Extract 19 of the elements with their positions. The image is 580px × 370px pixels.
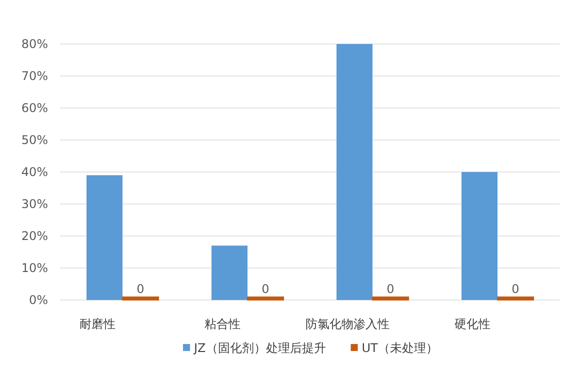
data-label: 0 (386, 282, 394, 296)
y-tick-label: 20% (21, 229, 48, 243)
x-tick-label: 防氯化物渗入性 (306, 317, 390, 331)
x-tick-label: 粘合性 (204, 317, 240, 331)
data-label: 0 (136, 282, 144, 296)
x-tick-label: 耐磨性 (80, 317, 116, 331)
y-tick-label: 10% (21, 261, 48, 275)
legend-label: JZ（固化剂）处理后提升 (193, 341, 326, 355)
y-tick-label: 80% (21, 37, 48, 51)
y-tick-label: 60% (21, 101, 48, 115)
y-tick-label: 70% (21, 69, 48, 83)
y-tick-label: 0% (28, 293, 48, 307)
data-label: 0 (512, 282, 520, 296)
x-tick-label: 硬化性 (454, 317, 490, 331)
y-tick-label: 40% (21, 165, 48, 179)
y-tick-label: 50% (21, 133, 48, 147)
legend-label: UT（未处理） (362, 341, 438, 355)
data-label: 0 (262, 282, 270, 296)
y-tick-label: 30% (21, 197, 48, 211)
